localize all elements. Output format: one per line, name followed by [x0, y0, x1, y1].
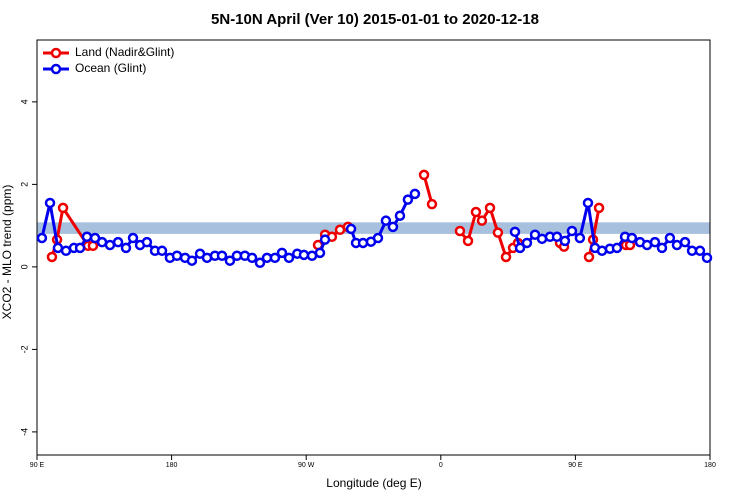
data-point [521, 237, 533, 249]
legend-label: Ocean (Glint) [75, 61, 146, 75]
data-point [104, 239, 116, 251]
y-tick-label: -2 [19, 345, 29, 353]
y-tick-label: 2 [19, 182, 29, 187]
data-point [509, 226, 521, 238]
x-tick-label: 90 W [298, 462, 315, 469]
y-tick-label: 4 [19, 99, 29, 104]
y-tick-label: 0 [19, 264, 29, 269]
x-tick-label: 180 [166, 462, 178, 469]
x-tick-label: 180 [704, 462, 716, 469]
reference-band [37, 222, 710, 234]
data-point [112, 236, 124, 248]
x-tick-label: 0 [439, 462, 443, 469]
data-point [559, 235, 571, 247]
data-point [156, 245, 168, 257]
data-point [582, 197, 594, 209]
data-point [52, 242, 64, 254]
data-point [656, 242, 668, 254]
data-point [694, 245, 706, 257]
data-point [46, 251, 58, 263]
data-point [492, 227, 504, 238]
data-point [246, 252, 258, 264]
legend-marker [50, 63, 62, 75]
data-point [679, 236, 691, 248]
data-point [593, 202, 605, 214]
data-point [426, 198, 438, 210]
data-point [409, 188, 421, 200]
data-point [216, 250, 228, 262]
data-point [127, 232, 139, 244]
data-point [454, 225, 466, 237]
data-point [476, 215, 488, 226]
data-point [120, 242, 132, 254]
data-point [671, 239, 683, 251]
plot-frame [36, 39, 711, 456]
data-point [74, 242, 86, 254]
data-point [583, 251, 595, 263]
y-tick-label: -4 [19, 428, 29, 436]
data-point [319, 234, 331, 245]
y-axis-label: XCO2 - MLO trend (ppm) [0, 185, 14, 320]
data-point [566, 225, 578, 237]
data-point [81, 231, 93, 243]
data-point [36, 232, 48, 244]
data-point [141, 236, 153, 248]
data-point [357, 237, 369, 249]
data-point [500, 251, 512, 263]
data-point [402, 194, 414, 205]
data-point [283, 252, 295, 264]
data-point [269, 252, 281, 264]
data-point [611, 242, 623, 254]
x-tick-label: 90 E [568, 462, 583, 469]
data-point [254, 257, 266, 269]
data-point [626, 232, 638, 244]
data-point [649, 236, 661, 248]
data-point [514, 242, 526, 254]
data-point [462, 235, 474, 247]
data-point [418, 169, 430, 181]
data-point [574, 232, 586, 244]
data-point [186, 255, 198, 266]
data-point [394, 210, 406, 221]
data-point [701, 252, 713, 264]
data-point [171, 250, 183, 262]
data-point [345, 223, 357, 235]
legend-label: Land (Nadir&Glint) [75, 45, 174, 59]
legend-marker [50, 47, 62, 59]
data-point [44, 197, 56, 209]
data-point [276, 247, 288, 259]
data-point [470, 206, 482, 218]
data-point [484, 202, 496, 214]
data-point [380, 215, 392, 226]
x-tick-label: 90 E [30, 462, 45, 469]
data-point [224, 255, 236, 266]
chart-title: 5N-10N April (Ver 10) 2015-01-01 to 2020… [211, 11, 539, 28]
x-axis-label: Longitude (deg E) [326, 476, 421, 490]
data-point [387, 221, 399, 233]
data-point [551, 231, 563, 243]
data-point [298, 249, 310, 261]
data-point [372, 232, 384, 244]
data-point [314, 247, 326, 259]
data-point [57, 202, 69, 214]
data-point [664, 232, 676, 244]
